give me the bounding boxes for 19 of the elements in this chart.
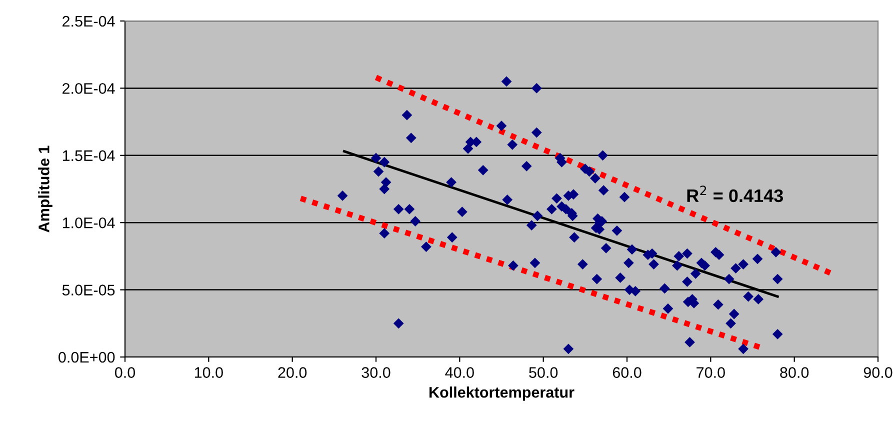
- annotation: R$^{2}$ = 0.4143: [687, 186, 783, 202]
- y-tick-label: 5.0E-05: [62, 284, 115, 296]
- y-axis-title: Amplitude 1: [38, 146, 52, 232]
- x-tick-label: 70.0: [696, 367, 725, 378]
- x-tick-label: 10.0: [194, 367, 223, 378]
- x-tick-label: 50.0: [529, 367, 558, 378]
- y-tick-label: 1.0E-04: [62, 217, 115, 228]
- x-tick-label: 30.0: [362, 367, 390, 378]
- x-tick-label: 40.0: [445, 367, 474, 378]
- y-tick-label: 2.0E-04: [62, 83, 115, 94]
- x-tick-label: 20.0: [278, 367, 307, 378]
- x-tick-label: 80.0: [780, 367, 809, 378]
- x-tick-label: 0.0: [114, 367, 136, 378]
- y-tick-label: 0.0E+00: [58, 352, 115, 363]
- x-tick-label: 90.0: [864, 367, 892, 378]
- x-tick-label: 60.0: [612, 367, 642, 378]
- y-tick-label: 2.5E-04: [62, 16, 115, 27]
- x-axis-title: Kollektortemperatur: [430, 386, 574, 401]
- y-tick-label: 1.5E-04: [62, 150, 115, 162]
